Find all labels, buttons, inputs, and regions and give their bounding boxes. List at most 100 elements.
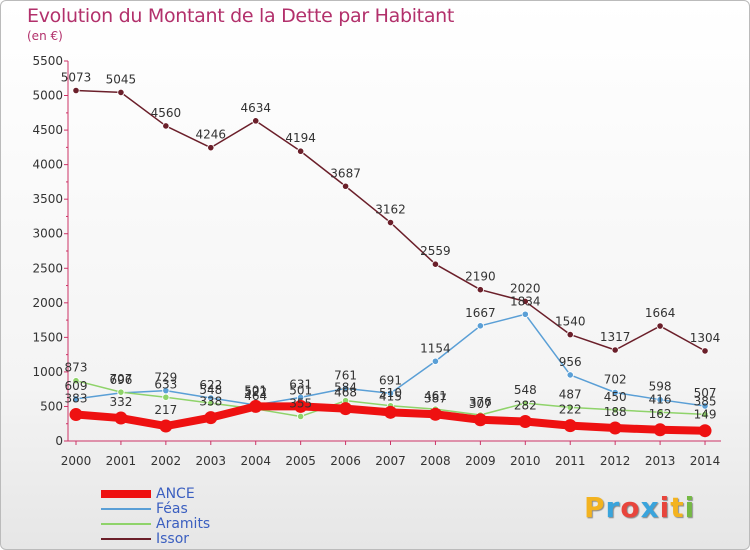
data-label-issor: 3687 [330, 166, 361, 180]
data-point-ance [428, 407, 442, 421]
x-tick-label: 2005 [285, 454, 316, 468]
data-label-f-as: 522 [244, 385, 267, 399]
chart-title: Evolution du Montant de la Dette par Hab… [27, 5, 455, 27]
data-label-issor: 1304 [690, 331, 721, 345]
data-point-ance [204, 411, 218, 425]
data-point-f-as [386, 389, 395, 397]
x-tick-label: 2004 [240, 454, 271, 468]
data-label-f-as: 956 [559, 355, 582, 369]
data-label-ance: 415 [379, 389, 402, 403]
data-label-ance: 222 [559, 403, 582, 417]
data-label-issor: 1540 [555, 315, 586, 329]
y-tick-label: 3500 [32, 192, 63, 206]
data-point-aramits [701, 410, 709, 418]
legend-swatch [101, 538, 151, 540]
legend-item-aramits: Aramits [101, 516, 301, 532]
data-label-aramits: 416 [649, 392, 672, 406]
data-point-issor [162, 122, 170, 130]
data-label-aramits: 355 [289, 396, 312, 410]
data-label-f-as: 609 [65, 379, 88, 393]
data-label-issor: 4246 [196, 128, 227, 142]
data-point-issor [566, 330, 574, 339]
data-label-issor: 4194 [285, 131, 316, 145]
data-label-issor: 1317 [600, 330, 631, 344]
data-label-f-as: 761 [334, 368, 357, 382]
data-label-ance: 217 [154, 403, 177, 417]
brand-letter: t [670, 491, 685, 524]
data-label-f-as: 631 [289, 377, 312, 391]
data-label-ance: 468 [334, 386, 357, 400]
data-label-ance: 338 [199, 395, 222, 409]
x-tick-label: 2014 [690, 454, 721, 468]
legend: ANCE Féas Aramits Issor [101, 486, 301, 547]
legend-label: Féas [156, 501, 188, 517]
data-label-ance: 383 [65, 392, 88, 406]
data-point-ance [114, 411, 128, 425]
data-label-f-as: 696 [109, 373, 132, 387]
data-point-issor [207, 144, 215, 152]
data-point-aramits [162, 393, 170, 401]
data-point-issor [431, 260, 440, 268]
data-label-issor: 5073 [61, 71, 92, 85]
data-point-ance [653, 423, 667, 437]
y-tick-label: 5500 [32, 54, 63, 68]
x-tick-label: 2003 [196, 454, 227, 468]
data-label-f-as: 691 [379, 373, 402, 387]
legend-swatch [101, 508, 151, 510]
data-point-ance [563, 419, 577, 433]
data-label-issor: 2020 [510, 281, 541, 295]
data-point-ance [698, 424, 712, 438]
data-point-aramits [656, 408, 664, 416]
y-tick-label: 1500 [32, 330, 63, 344]
y-tick-label: 4500 [32, 123, 63, 137]
data-point-ance [518, 415, 532, 429]
x-tick-label: 2000 [61, 454, 92, 468]
data-label-aramits: 385 [694, 394, 717, 408]
data-point-issor [521, 297, 529, 306]
data-label-f-as: 507 [694, 386, 717, 400]
y-tick-label: 3000 [32, 227, 63, 241]
data-point-f-as [341, 384, 350, 393]
brand-letter: P [584, 491, 606, 524]
data-label-ance: 501 [289, 383, 312, 397]
data-label-issor: 3162 [375, 203, 406, 217]
data-label-issor: 1664 [645, 306, 676, 320]
data-label-f-as: 622 [199, 378, 222, 392]
data-point-issor [72, 86, 80, 95]
data-point-f-as [701, 402, 709, 410]
data-point-aramits [117, 388, 125, 396]
x-tick-label: 2002 [151, 454, 182, 468]
data-label-aramits: 548 [199, 383, 222, 397]
data-point-f-as [566, 371, 574, 379]
data-point-aramits [566, 403, 574, 411]
x-tick-label: 2009 [465, 454, 496, 468]
data-point-ance [294, 399, 308, 413]
data-label-aramits: 633 [154, 377, 177, 391]
y-tick-label: 5000 [32, 89, 63, 103]
data-label-aramits: 510 [379, 386, 402, 400]
data-point-issor [297, 147, 305, 155]
data-point-issor [341, 182, 350, 190]
data-point-f-as [656, 396, 664, 404]
data-point-issor [117, 88, 125, 97]
data-label-ance: 282 [514, 399, 537, 413]
x-tick-label: 2011 [555, 454, 586, 468]
legend-swatch [101, 523, 151, 525]
legend-item-f-as: Féas [101, 501, 301, 517]
legend-item-issor: Issor [101, 531, 301, 547]
data-point-ance [69, 408, 83, 422]
brand-letter: i [684, 491, 696, 524]
data-label-ance: 307 [469, 397, 492, 411]
data-label-f-as: 598 [649, 380, 672, 394]
data-label-ance: 387 [424, 391, 447, 405]
brand-letter: o [620, 491, 641, 524]
brand-letter: i [659, 491, 671, 524]
data-point-ance [608, 421, 622, 435]
y-tick-label: 0 [55, 434, 63, 448]
data-label-aramits: 548 [514, 383, 537, 397]
data-label-aramits: 450 [604, 390, 627, 404]
data-point-ance [339, 402, 353, 416]
y-tick-label: 4000 [32, 158, 63, 172]
